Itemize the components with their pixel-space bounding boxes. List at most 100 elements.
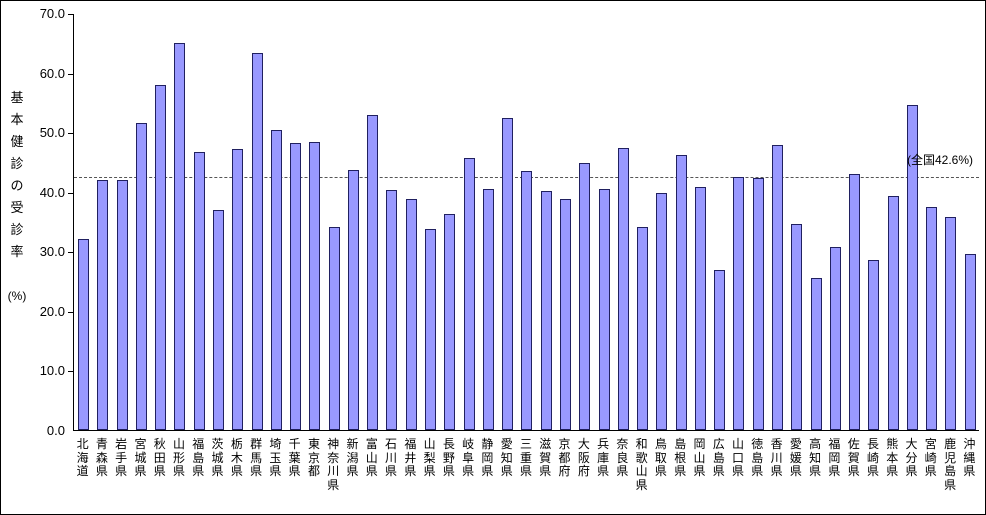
x-label-香川県: 香川県 bbox=[770, 437, 783, 478]
bar-宮崎県 bbox=[926, 206, 938, 430]
x-label-新潟県: 新潟県 bbox=[346, 437, 359, 478]
y-tick-label: 10.0 bbox=[39, 363, 65, 379]
bar-富山県 bbox=[367, 114, 379, 430]
x-label-京都府: 京都府 bbox=[558, 437, 571, 478]
x-label-北海道: 北海道 bbox=[76, 437, 89, 478]
bar-青森県 bbox=[97, 179, 109, 430]
bar-山口県 bbox=[733, 177, 745, 430]
y-tick-label: 70.0 bbox=[39, 6, 65, 21]
bar-熊本県 bbox=[887, 195, 899, 430]
x-label-山形県: 山形県 bbox=[173, 437, 186, 478]
x-label-広島県: 広島県 bbox=[712, 437, 725, 478]
x-label-沖縄県: 沖縄県 bbox=[963, 437, 976, 478]
x-label-鹿児島県: 鹿児島県 bbox=[944, 437, 957, 492]
y-tick-mark bbox=[68, 14, 74, 15]
bar-石川県 bbox=[386, 189, 398, 430]
y-tick-mark bbox=[68, 133, 74, 135]
bar-福島県 bbox=[193, 151, 205, 430]
plot-area: (全国42.6%) bbox=[68, 14, 979, 431]
x-label-神奈川県: 神奈川県 bbox=[327, 437, 340, 492]
y-tick-label: 50.0 bbox=[39, 125, 65, 141]
x-label-栃木県: 栃木県 bbox=[230, 437, 243, 478]
bar-千葉県 bbox=[290, 143, 302, 430]
bar-長崎県 bbox=[868, 259, 880, 430]
x-label-徳島県: 徳島県 bbox=[751, 437, 764, 478]
bar-山形県 bbox=[174, 42, 186, 430]
bar-滋賀県 bbox=[540, 190, 552, 430]
bar-茨城県 bbox=[212, 209, 224, 430]
x-label-奈良県: 奈良県 bbox=[616, 437, 629, 478]
y-axis-unit: (%) bbox=[7, 289, 27, 303]
bar-徳島県 bbox=[752, 178, 764, 430]
bar-京都府 bbox=[559, 199, 571, 430]
bar-高知県 bbox=[810, 278, 822, 430]
bar-沖縄県 bbox=[964, 253, 976, 430]
bar-岡山県 bbox=[694, 186, 706, 430]
x-label-三重県: 三重県 bbox=[519, 437, 532, 478]
bar-栃木県 bbox=[232, 148, 244, 430]
x-label-宮城県: 宮城県 bbox=[134, 437, 147, 478]
x-axis-labels: 北海道青森県岩手県宮城県秋田県山形県福島県茨城県栃木県群馬県埼玉県千葉県東京都神… bbox=[1, 437, 985, 513]
x-label-高知県: 高知県 bbox=[809, 437, 822, 478]
y-tick-mark bbox=[68, 73, 74, 75]
bar-静岡県 bbox=[482, 188, 494, 430]
x-label-秋田県: 秋田県 bbox=[153, 437, 166, 478]
x-label-青森県: 青森県 bbox=[95, 437, 108, 478]
bar-群馬県 bbox=[251, 52, 263, 430]
bar-福井県 bbox=[405, 198, 417, 430]
x-label-佐賀県: 佐賀県 bbox=[847, 437, 860, 478]
bar-神奈川県 bbox=[328, 227, 340, 430]
bar-奈良県 bbox=[617, 147, 629, 430]
x-label-石川県: 石川県 bbox=[385, 437, 398, 478]
bar-宮城県 bbox=[135, 123, 147, 430]
x-label-愛媛県: 愛媛県 bbox=[789, 437, 802, 478]
bar-佐賀県 bbox=[849, 173, 861, 430]
x-label-宮崎県: 宮崎県 bbox=[924, 437, 937, 478]
x-label-岩手県: 岩手県 bbox=[115, 437, 128, 478]
bar-長野県 bbox=[444, 214, 456, 430]
x-label-長野県: 長野県 bbox=[442, 437, 455, 478]
bar-島根県 bbox=[675, 154, 687, 430]
x-label-兵庫県: 兵庫県 bbox=[597, 437, 610, 478]
y-tick-label: 60.0 bbox=[39, 65, 65, 81]
bar-愛媛県 bbox=[791, 224, 803, 430]
x-label-福岡県: 福岡県 bbox=[828, 437, 841, 478]
bar-新潟県 bbox=[347, 169, 359, 430]
bar-北海道 bbox=[78, 239, 90, 430]
bar-香川県 bbox=[772, 145, 783, 430]
x-label-岐阜県: 岐阜県 bbox=[462, 437, 475, 478]
bar-山梨県 bbox=[425, 229, 436, 430]
bar-大阪府 bbox=[579, 163, 591, 430]
bar-秋田県 bbox=[155, 84, 167, 430]
y-tick-mark bbox=[68, 371, 74, 373]
x-label-群馬県: 群馬県 bbox=[250, 437, 263, 478]
x-label-島根県: 島根県 bbox=[674, 437, 687, 478]
x-label-長崎県: 長崎県 bbox=[866, 437, 879, 478]
x-label-山口県: 山口県 bbox=[732, 437, 745, 478]
y-tick-label: 40.0 bbox=[39, 184, 65, 200]
x-label-熊本県: 熊本県 bbox=[886, 437, 899, 478]
y-axis-title: 基本健診の受診率 (%) bbox=[7, 87, 27, 303]
x-label-大分県: 大分県 bbox=[905, 437, 918, 478]
x-label-愛知県: 愛知県 bbox=[500, 437, 513, 478]
y-axis-title-text: 基本健診の受診率 bbox=[10, 90, 24, 259]
x-label-東京都: 東京都 bbox=[307, 437, 320, 478]
x-label-滋賀県: 滋賀県 bbox=[539, 437, 552, 478]
national-average-label: (全国42.6%) bbox=[906, 153, 973, 168]
y-tick-label: 0.0 bbox=[46, 423, 65, 438]
bar-鳥取県 bbox=[656, 192, 668, 430]
bar-福岡県 bbox=[829, 247, 841, 430]
x-label-大阪府: 大阪府 bbox=[577, 437, 590, 478]
y-tick-mark bbox=[68, 311, 74, 313]
bar-三重県 bbox=[521, 170, 533, 430]
x-label-和歌山県: 和歌山県 bbox=[635, 437, 648, 492]
x-label-福島県: 福島県 bbox=[192, 437, 205, 478]
y-tick-label: 30.0 bbox=[39, 244, 65, 260]
x-label-静岡県: 静岡県 bbox=[481, 437, 494, 478]
bar-広島県 bbox=[714, 270, 726, 430]
bar-兵庫県 bbox=[598, 188, 610, 430]
bar-鹿児島県 bbox=[945, 216, 957, 430]
x-label-千葉県: 千葉県 bbox=[288, 437, 301, 478]
x-label-福井県: 福井県 bbox=[404, 437, 417, 478]
